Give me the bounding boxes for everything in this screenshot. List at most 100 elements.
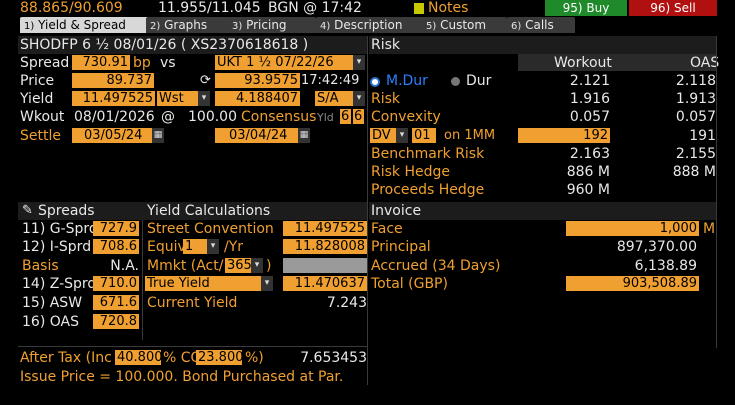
dur-label: Dur bbox=[466, 73, 492, 89]
wkout-label: Wkout bbox=[20, 109, 65, 125]
current-yield-label: Current Yield bbox=[147, 295, 238, 311]
mmkt-label: Mmkt (Act/ bbox=[147, 258, 224, 274]
tab-pricing[interactable]: 3) Pricing bbox=[228, 17, 316, 33]
consensus-b[interactable]: 6 bbox=[353, 109, 364, 124]
after-tax-divider bbox=[18, 346, 367, 347]
yield-type-select[interactable]: Wst ▾ bbox=[157, 91, 210, 106]
g-sprd-value[interactable]: 727.9 bbox=[93, 221, 139, 236]
equiv-value[interactable]: 11.828008 bbox=[283, 239, 367, 254]
spread-value[interactable]: 730.91 bbox=[72, 55, 130, 70]
bench-yield-type-select[interactable]: S/A ▾ bbox=[315, 91, 365, 106]
yld-label: Yld bbox=[317, 111, 334, 124]
basis-label: Basis bbox=[22, 258, 59, 274]
vertical-divider bbox=[367, 36, 368, 385]
convexity-label: Convexity bbox=[371, 109, 441, 125]
benchmark-field[interactable]: UKT 1 ½ 07/22/26 ▾ bbox=[215, 55, 365, 70]
spreads-header: Spreads bbox=[38, 203, 95, 219]
notes-icon[interactable] bbox=[414, 3, 424, 14]
col-oas: OAS bbox=[690, 55, 720, 71]
yield-value[interactable]: 11.497525 bbox=[72, 91, 155, 106]
risk-hedge-label: Risk Hedge bbox=[371, 164, 450, 180]
chevron-down-icon[interactable]: ▾ bbox=[207, 239, 219, 254]
risk-label: Risk bbox=[371, 91, 401, 107]
consensus-a[interactable]: 6 bbox=[340, 109, 351, 124]
chevron-down-icon[interactable]: ▾ bbox=[396, 128, 408, 143]
buy-button[interactable]: 95) Buy bbox=[545, 0, 627, 16]
accrued-label: Accrued (34 Days) bbox=[371, 258, 501, 274]
dv-num[interactable]: 01 bbox=[412, 128, 436, 143]
mmkt-value bbox=[283, 258, 367, 273]
i-sprd-label[interactable]: 12) I-Sprd bbox=[22, 239, 92, 255]
pricing-source: BGN @ 17:42 bbox=[268, 0, 362, 16]
security-header-bar bbox=[18, 36, 367, 54]
face-value[interactable]: 1,000 bbox=[566, 221, 699, 236]
z-sprd-value[interactable]: 710.0 bbox=[93, 276, 139, 291]
tab-graphs[interactable]: 2) Graphs bbox=[146, 17, 230, 33]
invoice-header-bar bbox=[369, 202, 717, 220]
bench-risk-oas: 2.155 bbox=[675, 146, 716, 162]
yield-label: Yield bbox=[20, 91, 54, 107]
mdur-oas: 2.118 bbox=[675, 73, 716, 89]
dv-workout[interactable]: 192 bbox=[518, 128, 610, 143]
chevron-down-icon[interactable]: ▾ bbox=[261, 276, 273, 291]
notes-button[interactable]: Notes bbox=[428, 0, 469, 16]
wkout-price: 100.00 bbox=[188, 109, 237, 125]
spreads-divider bbox=[142, 220, 143, 340]
face-unit: M bbox=[703, 221, 716, 237]
z-sprd-label[interactable]: 14) Z-Sprd bbox=[22, 276, 97, 292]
chevron-down-icon[interactable]: ▾ bbox=[353, 91, 365, 106]
mdur-radio[interactable] bbox=[370, 77, 380, 87]
tab-yield-spread[interactable]: 1) Yield & Spread bbox=[20, 17, 151, 33]
col-workout: Workout bbox=[554, 55, 612, 71]
true-yield-select[interactable]: True Yield ▾ bbox=[145, 276, 273, 291]
oas-label[interactable]: 16) OAS bbox=[22, 314, 79, 330]
oas-value[interactable]: 720.8 bbox=[93, 314, 139, 329]
tab-custom[interactable]: 5) Custom bbox=[422, 17, 507, 33]
after-tax-inc[interactable]: 40.800 bbox=[115, 350, 163, 365]
dur-radio[interactable] bbox=[451, 77, 460, 86]
convexity-oas: 0.057 bbox=[675, 109, 716, 125]
i-sprd-value[interactable]: 708.6 bbox=[93, 239, 139, 254]
calendar-icon[interactable]: ▦ bbox=[298, 128, 310, 143]
price-value[interactable]: 89.737 bbox=[72, 73, 154, 88]
bench-yield[interactable]: 4.188407 bbox=[215, 91, 300, 106]
g-sprd-label[interactable]: 11) G-Sprd bbox=[22, 221, 98, 237]
equiv-label: Equiv bbox=[147, 239, 186, 255]
equiv-freq-select[interactable]: 1 ▾ bbox=[183, 239, 219, 254]
bench-risk-workout: 2.163 bbox=[569, 146, 610, 162]
calendar-icon[interactable]: ▦ bbox=[152, 128, 164, 143]
risk-hedge-workout: 886 M bbox=[566, 164, 610, 180]
basis-value: N.A. bbox=[110, 258, 139, 274]
mmkt-basis-select[interactable]: 365 ▾ bbox=[225, 258, 263, 273]
tab-calls[interactable]: 6) Calls bbox=[507, 17, 575, 33]
right-panel-border bbox=[716, 36, 717, 348]
refresh-icon[interactable]: ⟳ bbox=[200, 73, 211, 88]
street-label: Street Convention bbox=[147, 221, 274, 237]
street-value[interactable]: 11.497525 bbox=[283, 221, 367, 236]
chevron-down-icon[interactable]: ▾ bbox=[198, 91, 210, 106]
dv-select[interactable]: DV ▾ bbox=[370, 128, 408, 143]
total-value[interactable]: 903,508.89 bbox=[566, 276, 699, 291]
asw-value[interactable]: 671.6 bbox=[93, 295, 139, 310]
spreads-header-bar bbox=[18, 202, 367, 220]
asw-label[interactable]: 15) ASW bbox=[22, 295, 83, 311]
sell-button[interactable]: 96) Sell bbox=[629, 0, 717, 16]
after-tax-cg[interactable]: 23.800 bbox=[196, 350, 244, 365]
dv-on: on 1MM bbox=[444, 128, 496, 143]
bench-settle-field[interactable]: 03/04/24 ▦ bbox=[215, 128, 310, 143]
mdur-label: M.Dur bbox=[386, 73, 428, 89]
after-tax-value: 7.653453 bbox=[300, 350, 367, 366]
bench-price[interactable]: 93.9575 bbox=[215, 73, 300, 88]
spread-label: Spread bbox=[20, 55, 70, 71]
after-tax-label: After Tax (Inc bbox=[20, 350, 112, 366]
tab-description[interactable]: 4) Description bbox=[316, 17, 425, 33]
risk-header: Risk bbox=[371, 37, 401, 53]
risk-columns-bar bbox=[518, 54, 717, 71]
chevron-down-icon[interactable]: ▾ bbox=[353, 55, 365, 70]
chevron-down-icon[interactable]: ▾ bbox=[251, 258, 263, 273]
settle-date-field[interactable]: 03/05/24 ▦ bbox=[72, 128, 164, 143]
settle-label: Settle bbox=[20, 128, 61, 144]
security-title: SHODFP 6 ½ 08/01/26 ( XS2370618618 ) bbox=[20, 37, 309, 53]
true-yield-value[interactable]: 11.470637 bbox=[283, 276, 367, 291]
pencil-icon[interactable]: ✎ bbox=[22, 203, 33, 218]
